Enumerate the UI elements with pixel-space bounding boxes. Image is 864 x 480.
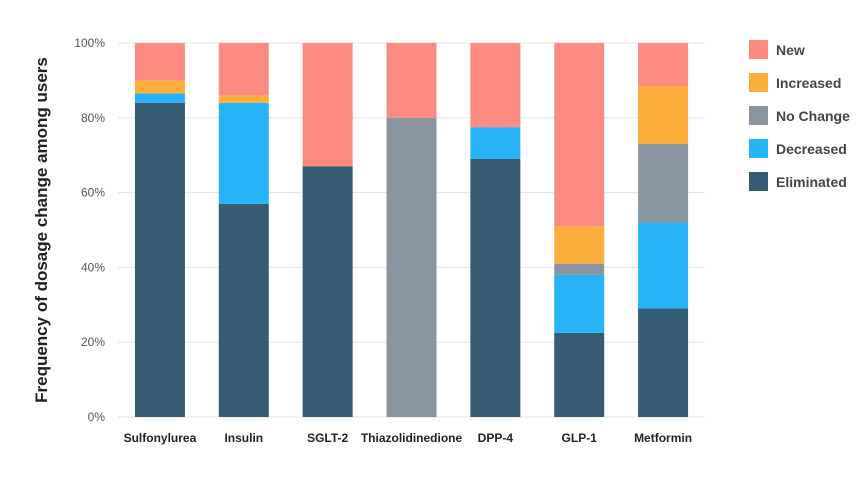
- x-tick-label: Insulin: [224, 431, 263, 445]
- bar-segment: [638, 86, 689, 144]
- x-tick-label: Thiazolidinedione: [361, 431, 463, 445]
- x-tick-labels: Sulfonylurea Insulin SGLT-2 Thiazolidinedio…: [124, 431, 692, 445]
- x-tick-label: Sulfonylurea: [124, 431, 197, 445]
- y-axis-title: Frequency of dosage change among users: [32, 57, 51, 403]
- y-tick-label: 20%: [81, 335, 105, 349]
- legend-swatch: [749, 139, 768, 158]
- legend-label: Increased: [776, 75, 841, 91]
- bar-segment: [386, 117, 437, 418]
- bar-segment: [638, 222, 689, 309]
- legend-swatch: [749, 106, 768, 125]
- bars: [134, 43, 689, 418]
- bar-segment: [134, 93, 185, 103]
- y-tick-labels: 0% 20% 40% 60% 80% 100%: [74, 36, 105, 424]
- y-tick-label: 100%: [74, 36, 105, 50]
- bar-segment: [218, 102, 269, 204]
- legend-swatch: [749, 40, 768, 59]
- bar-segment: [470, 158, 521, 417]
- bar-segment: [638, 43, 689, 87]
- x-tick-label: GLP-1: [562, 431, 598, 445]
- bar-segment: [554, 332, 605, 417]
- bar-segment: [218, 203, 269, 417]
- legend-label: Decreased: [776, 141, 847, 157]
- x-tick-label: SGLT-2: [307, 431, 348, 445]
- bar-segment: [638, 308, 689, 417]
- bar-segment: [554, 263, 605, 275]
- bar-segment: [470, 43, 521, 128]
- bar-segment: [386, 43, 437, 118]
- y-tick-label: 60%: [81, 186, 105, 200]
- legend-swatch: [749, 73, 768, 92]
- bar-segment: [554, 226, 605, 264]
- y-tick-label: 40%: [81, 260, 105, 274]
- legend: New Increased No Change Decreased Eliminated: [749, 40, 850, 191]
- legend-label: New: [776, 42, 805, 58]
- x-tick-label: Metformin: [634, 431, 692, 445]
- bar-segment: [470, 127, 521, 159]
- bar-segment: [134, 102, 185, 417]
- bar-segment: [302, 43, 353, 167]
- x-tick-label: DPP-4: [478, 431, 514, 445]
- legend-label: Eliminated: [776, 174, 847, 190]
- legend-label: No Change: [776, 108, 850, 124]
- bar-segment: [302, 166, 353, 417]
- bar-segment: [134, 80, 185, 94]
- y-tick-label: 80%: [81, 111, 105, 125]
- bar-segment: [218, 95, 269, 103]
- bar-segment: [134, 43, 185, 81]
- y-tick-label: 0%: [88, 410, 106, 424]
- bar-segment: [554, 43, 605, 227]
- legend-swatch: [749, 172, 768, 191]
- bar-segment: [554, 274, 605, 333]
- bar-segment: [638, 143, 689, 223]
- bar-segment: [218, 43, 269, 96]
